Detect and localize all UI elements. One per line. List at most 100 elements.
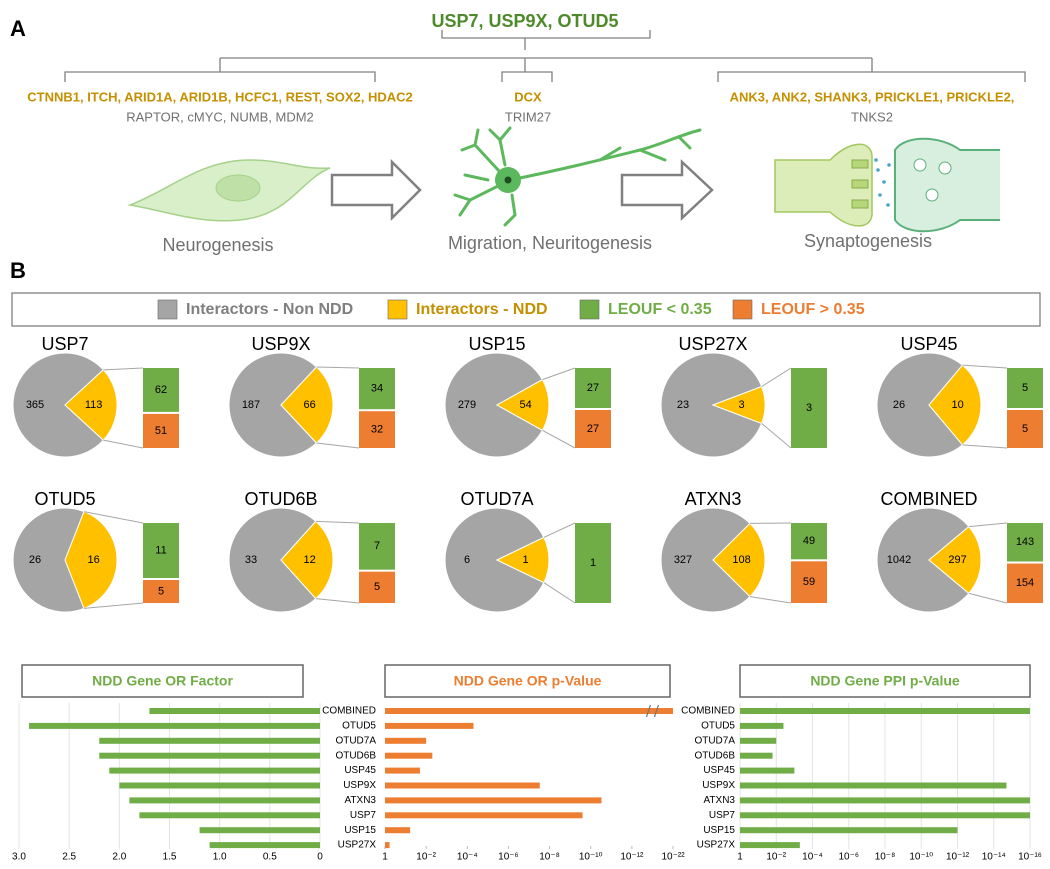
connector xyxy=(543,522,576,538)
legend-swatch xyxy=(732,299,753,320)
brackets xyxy=(64,30,1026,82)
regulators: USP7, USP9X, OTUD5 xyxy=(431,11,618,31)
connector xyxy=(316,366,360,369)
legend-box xyxy=(11,292,1041,327)
x-tick-label: 10⁻²² xyxy=(661,852,685,863)
pie-slice xyxy=(228,352,318,458)
x-tick-label: 3.0 xyxy=(12,852,26,863)
pie-label: 327 xyxy=(674,554,692,566)
chart-title-box xyxy=(739,664,1031,698)
pie-title: USP9X xyxy=(251,334,310,354)
connector xyxy=(83,511,144,524)
x-tick-label: 1 xyxy=(382,852,388,863)
other-genes: TNKS2 xyxy=(851,109,893,124)
pie-slice xyxy=(12,507,85,613)
pie-label: 108 xyxy=(732,554,750,566)
pie-label: 365 xyxy=(26,399,44,411)
category-label: USP45 xyxy=(703,765,735,776)
pie-slice xyxy=(711,385,766,425)
breakdown-bar xyxy=(791,368,827,448)
bar xyxy=(109,767,320,774)
other-genes: RAPTOR, cMYC, NUMB, MDM2 xyxy=(126,109,314,124)
legend-label: Interactors - Non NDD xyxy=(186,301,353,318)
breakdown-bar xyxy=(1007,563,1043,603)
chart-title: NDD Gene OR p-Value xyxy=(454,673,602,689)
pie-slice xyxy=(928,364,982,446)
category-label: USP15 xyxy=(344,825,376,836)
breakdown-label: 154 xyxy=(1016,577,1034,589)
x-tick-label: 10⁻⁴ xyxy=(457,852,478,863)
breakdown-label: 27 xyxy=(587,382,599,394)
category-label: ATXN3 xyxy=(704,795,736,806)
category-label: OTUD5 xyxy=(701,721,735,732)
x-tick-label: 10⁻¹⁴ xyxy=(982,852,1006,863)
breakdown-bar xyxy=(791,523,827,560)
legend: Interactors - Non NDD Interactors - NDD LE… xyxy=(157,299,865,320)
pie-label: 66 xyxy=(303,399,315,411)
breakdown-bar xyxy=(575,368,611,408)
bar xyxy=(385,827,411,834)
x-tick-label: 2.0 xyxy=(112,852,126,863)
breakdown-bar xyxy=(143,580,179,603)
bar xyxy=(385,842,390,849)
arrow xyxy=(330,158,422,222)
x-tick-label: 10⁻² xyxy=(766,852,786,863)
pie-label: 26 xyxy=(893,399,905,411)
bar xyxy=(385,812,583,819)
legend-label: LEOUF < 0.35 xyxy=(608,301,712,318)
panel-label: A xyxy=(10,16,26,41)
pie-label: 12 xyxy=(303,554,315,566)
bar xyxy=(199,827,320,834)
bar xyxy=(29,722,321,729)
pie-slice xyxy=(12,352,105,458)
category-label: USP45 xyxy=(344,765,376,776)
neuron-illustration xyxy=(453,126,702,227)
category-label: OTUD5 xyxy=(342,721,376,732)
category-label: OTUD7A xyxy=(694,735,735,746)
pie-slice xyxy=(228,507,317,613)
pie-title: USP7 xyxy=(41,334,88,354)
category-label: OTUD7A xyxy=(335,735,376,746)
chart-title-box xyxy=(384,664,671,698)
stage-label: Neurogenesis xyxy=(162,235,273,255)
breakdown-bar xyxy=(143,368,179,412)
chart-title: NDD Gene PPI p-Value xyxy=(810,673,960,689)
pie-slice xyxy=(495,378,550,432)
category-label: USP7 xyxy=(350,810,377,821)
breakdown-bar xyxy=(575,523,611,603)
breakdown-label: 62 xyxy=(155,384,167,396)
bar xyxy=(99,737,321,744)
connector xyxy=(542,429,576,449)
pie-label: 113 xyxy=(85,399,103,411)
bar xyxy=(385,767,420,774)
pie-slice xyxy=(660,507,751,613)
bar xyxy=(385,737,427,744)
x-tick-label: 10⁻¹⁰ xyxy=(909,852,933,863)
other-genes: TRIM27 xyxy=(505,109,551,124)
connector xyxy=(316,442,360,449)
category-label: USP9X xyxy=(343,780,376,791)
x-tick-label: 10⁻⁸ xyxy=(875,852,896,863)
x-tick-label: 2.5 xyxy=(62,852,76,863)
category-label: COMBINED xyxy=(681,706,735,717)
cell-illustration xyxy=(127,159,331,222)
breakdown-bar xyxy=(1007,410,1043,448)
pie-title: USP45 xyxy=(900,334,957,354)
bar xyxy=(740,722,784,729)
category-label: USP7 xyxy=(709,810,736,821)
connector xyxy=(543,582,576,604)
bar xyxy=(740,827,958,834)
bar xyxy=(740,812,1030,819)
breakdown-label: 51 xyxy=(155,425,167,437)
pie-label: 3 xyxy=(739,399,745,411)
ndd-genes: DCX xyxy=(514,89,542,104)
pie-label: 33 xyxy=(245,554,257,566)
pie-title: OTUD7A xyxy=(460,489,533,509)
breakdown-label: 27 xyxy=(587,423,599,435)
bar xyxy=(385,752,433,759)
category-label: ATXN3 xyxy=(345,795,377,806)
pie-title: ATXN3 xyxy=(685,489,742,509)
breakdown-bar xyxy=(359,368,395,410)
